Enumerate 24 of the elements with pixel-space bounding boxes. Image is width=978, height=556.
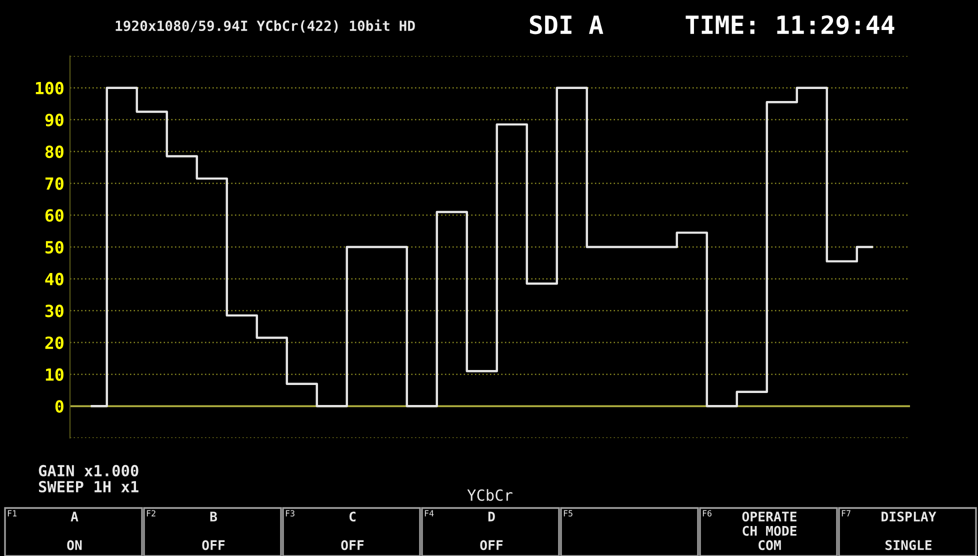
y-tick-label: 0 xyxy=(55,400,64,413)
y-tick-label: 50 xyxy=(46,240,64,254)
text: F6 OPERATE CH MODE COM xyxy=(702,510,796,550)
text: SDI A xyxy=(530,15,604,34)
y-tick-label: 80 xyxy=(45,145,64,158)
y-tick-label: 20 xyxy=(45,336,64,350)
chart-title: 1920x1080/59.94I YCbCr(422) 10bit HD xyxy=(116,20,415,33)
y-tick-label: 60 xyxy=(45,209,64,222)
text: F3 C OFF xyxy=(286,510,364,550)
text: F2 B OFF xyxy=(146,510,225,550)
text: F4 D OFF xyxy=(424,510,503,550)
y-tick-label: 90 xyxy=(45,114,64,126)
y-tick-label: 100 xyxy=(36,82,64,94)
text: F1 A ON xyxy=(8,510,82,550)
y-tick-label: 30 xyxy=(45,304,64,318)
text: GAIN x1.000 xyxy=(38,464,138,476)
y-tick-label: 10 xyxy=(46,368,64,381)
text: SWEEP 1H x1 xyxy=(38,480,138,492)
text: F5 xyxy=(564,510,572,516)
x-axis-title: YCbCr xyxy=(467,489,512,501)
text: F7 DISPLAY SINGLE xyxy=(842,510,936,550)
text: TIME: 11:29:44 xyxy=(686,15,894,34)
y-tick-label: 40 xyxy=(45,272,64,286)
y-tick-label: 70 xyxy=(45,177,64,190)
